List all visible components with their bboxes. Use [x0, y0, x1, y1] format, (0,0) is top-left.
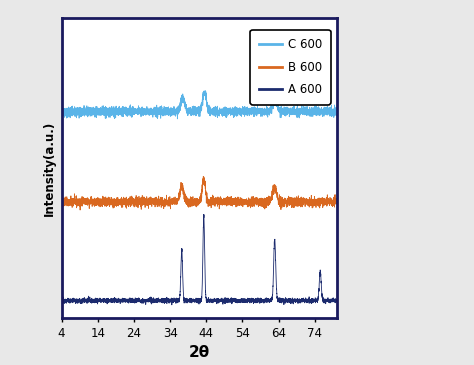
Legend: C 600, B 600, A 600: C 600, B 600, A 600 — [250, 30, 331, 104]
X-axis label: 2θ: 2θ — [189, 345, 210, 360]
Y-axis label: Intensity(a.u.): Intensity(a.u.) — [43, 120, 56, 215]
